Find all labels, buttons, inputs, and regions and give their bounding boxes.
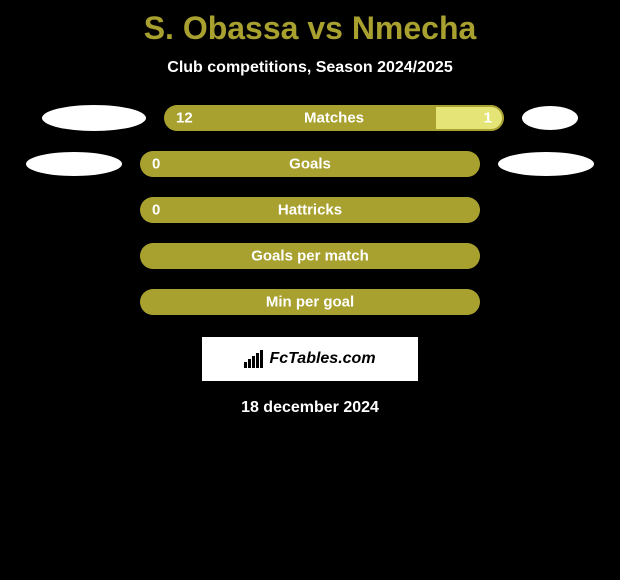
stat-row: 0 Goals (0, 151, 620, 177)
player-left-ellipse (26, 152, 122, 176)
footer-date: 18 december 2024 (0, 399, 620, 417)
stat-bar: Goals per match (140, 243, 480, 269)
stat-bar: 12 1 Matches (164, 105, 504, 131)
comparison-chart: S. Obassa vs Nmecha Club competitions, S… (0, 0, 620, 417)
stat-label: Goals per match (251, 248, 369, 265)
chart-icon (244, 350, 263, 368)
stat-row: 0 Hattricks (0, 197, 620, 223)
stat-bar: 0 Hattricks (140, 197, 480, 223)
stat-label: Matches (304, 110, 364, 127)
stat-row: Min per goal (0, 289, 620, 315)
stat-value-left: 0 (152, 156, 160, 173)
page-subtitle: Club competitions, Season 2024/2025 (0, 59, 620, 77)
stat-row: Goals per match (0, 243, 620, 269)
stat-label: Hattricks (278, 202, 342, 219)
footer-logo-box: FcTables.com (202, 337, 418, 381)
stat-bar: Min per goal (140, 289, 480, 315)
stat-label: Min per goal (266, 294, 354, 311)
stat-label: Goals (289, 156, 331, 173)
stat-value-right: 1 (484, 110, 492, 127)
player-left-ellipse (42, 105, 146, 131)
stat-value-left: 12 (176, 110, 193, 127)
player-right-ellipse (522, 106, 578, 130)
footer-logo-text: FcTables.com (269, 350, 375, 368)
stat-value-left: 0 (152, 202, 160, 219)
player-right-ellipse (498, 152, 594, 176)
page-title: S. Obassa vs Nmecha (0, 10, 620, 47)
stat-row: 12 1 Matches (0, 105, 620, 131)
stats-area: 12 1 Matches 0 Goals 0 Hattricks Goals per matc… (0, 105, 620, 315)
stat-bar: 0 Goals (140, 151, 480, 177)
